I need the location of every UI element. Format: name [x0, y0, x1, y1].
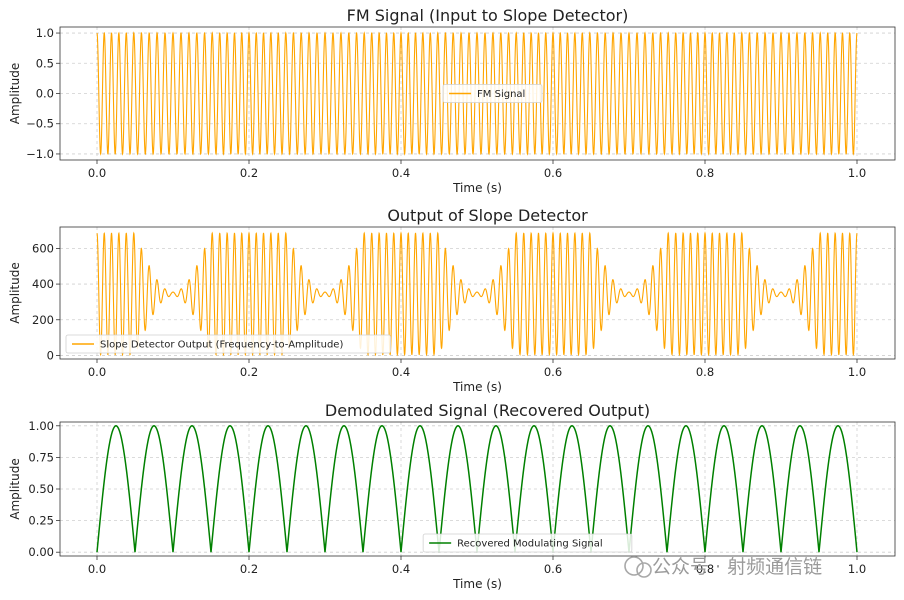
x-axis-label: Time (s) [452, 577, 502, 591]
y-axis-label: Amplitude [8, 63, 22, 125]
x-tick-label: 0.0 [88, 562, 106, 576]
chart-title: FM Signal (Input to Slope Detector) [347, 6, 629, 25]
series-line [96, 31, 858, 156]
chart-panel-3: 0.0 0.2 0.4 0.6 0.8 1.0 0.00 0.25 0.50 0.75 1.00 De… [8, 401, 896, 591]
legend-box [65, 334, 392, 354]
chart-title: Demodulated Signal (Recovered Output) [325, 401, 650, 420]
legend-box [442, 84, 543, 103]
series-line [96, 231, 858, 357]
y-tick-label: 0.50 [28, 482, 54, 496]
y-tick-label: −0.5 [26, 117, 54, 131]
y-axis-label: Amplitude [8, 458, 22, 520]
y-tick-label: 1.00 [28, 419, 54, 433]
x-tick-label: 0.0 [88, 365, 106, 379]
wechat-icon-bubble [636, 562, 652, 578]
x-tick-label: 0.4 [392, 166, 410, 180]
x-axis-label: Time (s) [452, 181, 502, 195]
x-tick-label: 1.0 [848, 562, 866, 576]
x-axis-label: Time (s) [452, 380, 502, 394]
wechat-icon [624, 556, 644, 576]
plot-frame [59, 226, 896, 360]
x-tick-label: 0.8 [696, 562, 714, 576]
x-tick-label: 0.6 [544, 166, 562, 180]
x-tick-label: 0.2 [240, 365, 258, 379]
x-tick-label: 1.0 [848, 166, 866, 180]
x-tick-label: 0.8 [696, 365, 714, 379]
x-tick-label: 0.0 [88, 166, 106, 180]
chart-panel-2: 0.0 0.2 0.4 0.6 0.8 1.0 0 200 400 600 Output of Sl… [8, 206, 896, 394]
x-tick-label: 0.6 [544, 562, 562, 576]
y-axis-label: Amplitude [8, 262, 22, 324]
watermark: 公众号 · 射频通信链 [624, 556, 822, 578]
legend-box [422, 533, 633, 553]
y-tick-label: 0.00 [28, 545, 54, 559]
y-tick-label: 400 [32, 277, 54, 291]
y-tick-label: 0 [47, 348, 54, 362]
y-tick-label: 0.5 [36, 56, 54, 70]
legend: Recovered Modulating Signal [422, 533, 633, 553]
y-tick-label: 200 [32, 313, 54, 327]
legend-label: FM Signal [477, 89, 525, 100]
x-tick-label: 0.2 [240, 562, 258, 576]
watermark-text: 公众号 · 射频通信链 [652, 556, 822, 578]
y-tick-label: 0.75 [28, 450, 54, 464]
legend-label: Slope Detector Output (Frequency-to-Ampl… [100, 340, 343, 351]
legend: Slope Detector Output (Frequency-to-Ampl… [65, 334, 392, 354]
chart-title: Output of Slope Detector [387, 206, 588, 225]
x-tick-label: 0.4 [392, 365, 410, 379]
y-tick-label: 600 [32, 241, 54, 255]
y-tick-label: 1.0 [36, 26, 54, 40]
y-tick-label: −1.0 [26, 147, 54, 161]
legend-label: Recovered Modulating Signal [457, 539, 603, 550]
x-tick-label: 1.0 [848, 365, 866, 379]
x-tick-label: 0.2 [240, 166, 258, 180]
chart-panel-1: 0.0 0.2 0.4 0.6 0.8 1.0 −1.0 −0.5 0.0 0.5 1.0 FM Si… [8, 6, 896, 195]
x-tick-label: 0.6 [544, 365, 562, 379]
legend: FM Signal [442, 84, 543, 103]
y-tick-label: 0.0 [36, 87, 54, 101]
y-tick-label: 0.25 [28, 514, 54, 528]
x-tick-label: 0.4 [392, 562, 410, 576]
x-tick-label: 0.8 [696, 166, 714, 180]
